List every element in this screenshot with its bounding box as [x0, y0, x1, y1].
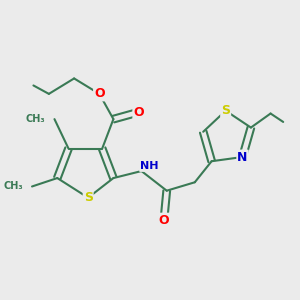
Text: O: O: [159, 214, 169, 227]
Text: S: S: [84, 191, 93, 204]
Text: CH₃: CH₃: [4, 182, 24, 191]
Text: S: S: [221, 104, 230, 117]
Text: CH₃: CH₃: [25, 114, 45, 124]
Text: NH: NH: [140, 161, 159, 171]
Text: O: O: [134, 106, 144, 118]
Text: N: N: [237, 151, 248, 164]
Text: O: O: [94, 87, 105, 101]
